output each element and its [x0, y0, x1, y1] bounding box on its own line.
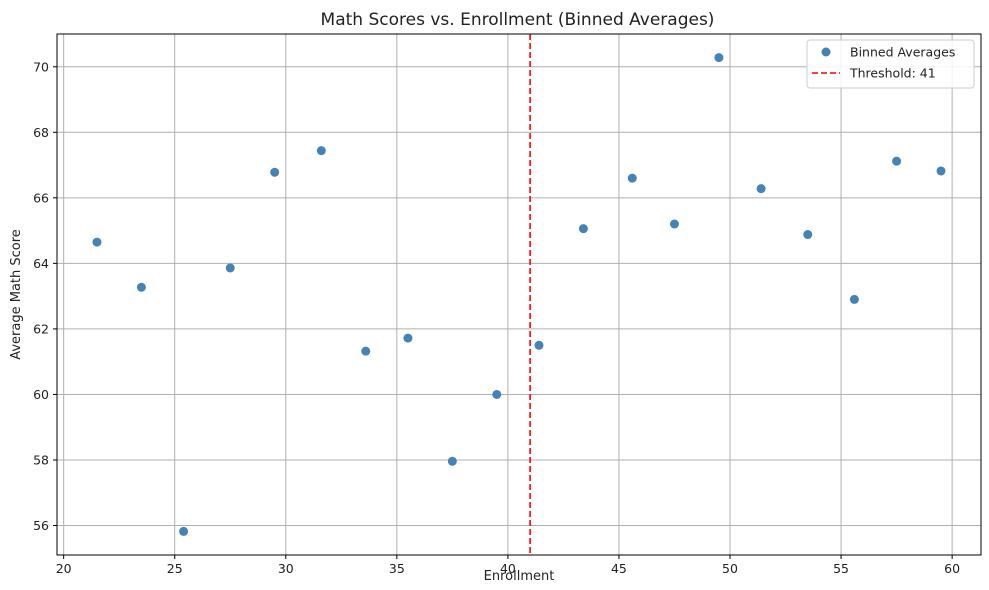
data-point [316, 146, 326, 156]
data-point [136, 282, 146, 292]
y-tick-label: 58 [33, 452, 49, 467]
data-point [403, 333, 413, 343]
y-tick-label: 62 [33, 321, 49, 336]
data-point [492, 389, 502, 399]
x-tick-label: 60 [944, 561, 960, 576]
data-point [936, 166, 946, 176]
y-tick-label: 66 [33, 190, 49, 205]
data-point [849, 294, 859, 304]
data-point [92, 237, 102, 247]
x-axis-label: Enrollment [484, 569, 555, 584]
chart-title: Math Scores vs. Enrollment (Binned Avera… [321, 10, 715, 30]
grid [57, 34, 981, 555]
x-tick-label: 25 [167, 561, 183, 576]
legend-label-points: Binned Averages [850, 45, 955, 60]
data-point [669, 219, 679, 229]
data-point [361, 346, 371, 356]
x-tick-label: 45 [611, 561, 627, 576]
y-axis-ticks: 56 58 60 62 64 66 68 70 [33, 59, 57, 533]
x-tick-label: 30 [278, 561, 294, 576]
data-point [627, 173, 637, 183]
data-point [270, 167, 280, 177]
data-points [92, 53, 946, 536]
plot-area-border [56, 33, 982, 556]
data-point [447, 456, 457, 466]
legend-box [806, 39, 975, 89]
data-point [756, 184, 766, 194]
x-axis-ticks: 20 25 30 35 40 45 50 55 60 [56, 555, 960, 576]
legend: Binned Averages Threshold: 41 [806, 39, 975, 89]
y-tick-label: 70 [33, 59, 49, 74]
y-tick-label: 64 [33, 256, 49, 271]
x-tick-label: 55 [833, 561, 849, 576]
y-tick-label: 60 [33, 387, 49, 402]
data-point [578, 224, 588, 234]
data-point [714, 53, 724, 63]
legend-label-threshold: Threshold: 41 [849, 66, 936, 81]
legend-marker-points [821, 47, 831, 57]
data-point [534, 340, 544, 350]
y-tick-label: 68 [33, 125, 49, 140]
x-tick-label: 50 [722, 561, 738, 576]
x-tick-label: 35 [389, 561, 405, 576]
x-tick-label: 20 [56, 561, 72, 576]
y-tick-label: 56 [33, 518, 49, 533]
data-point [179, 526, 189, 536]
data-point [803, 230, 813, 240]
data-point [892, 156, 902, 166]
y-axis-label: Average Math Score [9, 229, 24, 360]
x-tick-label: 40 [500, 561, 516, 576]
data-point [225, 263, 235, 273]
